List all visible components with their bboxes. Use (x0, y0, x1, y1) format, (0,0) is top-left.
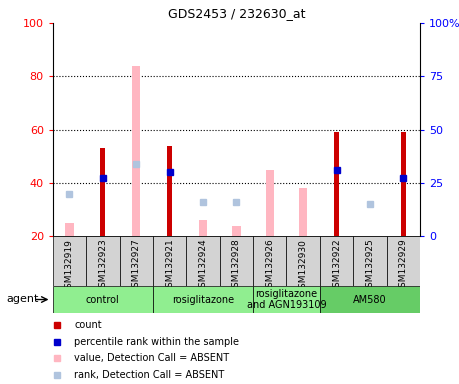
Bar (232, 225, 241, 236)
Bar (401, 132, 406, 236)
Bar (353, 236, 386, 286)
Bar (299, 188, 308, 236)
Text: rosiglitazone: rosiglitazone (172, 295, 234, 305)
Text: agent: agent (6, 294, 39, 304)
Bar (386, 236, 420, 286)
Text: GSM132929: GSM132929 (399, 239, 408, 293)
Bar (53, 236, 86, 286)
Bar (132, 66, 140, 236)
Text: count: count (74, 320, 102, 330)
Text: GSM132928: GSM132928 (232, 239, 241, 293)
Bar (266, 170, 274, 236)
Text: GSM132919: GSM132919 (65, 239, 74, 293)
Text: rank, Detection Call = ABSENT: rank, Detection Call = ABSENT (74, 370, 224, 380)
Text: value, Detection Call = ABSENT: value, Detection Call = ABSENT (74, 353, 230, 363)
Text: GSM132930: GSM132930 (299, 239, 308, 293)
Text: control: control (86, 295, 120, 305)
Text: GSM132925: GSM132925 (365, 239, 375, 293)
Text: AM580: AM580 (353, 295, 387, 305)
Bar (153, 286, 253, 313)
Text: GSM132923: GSM132923 (98, 239, 107, 293)
Bar (86, 236, 119, 286)
Text: GSM132922: GSM132922 (332, 239, 341, 293)
Text: GSM132926: GSM132926 (265, 239, 274, 293)
Bar (320, 286, 420, 313)
Text: rosiglitazone
and AGN193109: rosiglitazone and AGN193109 (246, 289, 326, 310)
Bar (53, 286, 153, 313)
Title: GDS2453 / 232630_at: GDS2453 / 232630_at (168, 7, 305, 20)
Bar (320, 236, 353, 286)
Bar (65, 223, 73, 236)
Bar (253, 286, 320, 313)
Text: GSM132924: GSM132924 (198, 239, 207, 293)
Bar (186, 236, 220, 286)
Bar (286, 236, 320, 286)
Bar (199, 220, 207, 236)
Bar (253, 236, 286, 286)
Bar (167, 146, 172, 236)
Text: GSM132921: GSM132921 (165, 239, 174, 293)
Bar (153, 236, 186, 286)
Text: GSM132927: GSM132927 (132, 239, 141, 293)
Bar (101, 148, 106, 236)
Bar (334, 132, 339, 236)
Bar (220, 236, 253, 286)
Text: percentile rank within the sample: percentile rank within the sample (74, 337, 239, 347)
Bar (119, 236, 153, 286)
